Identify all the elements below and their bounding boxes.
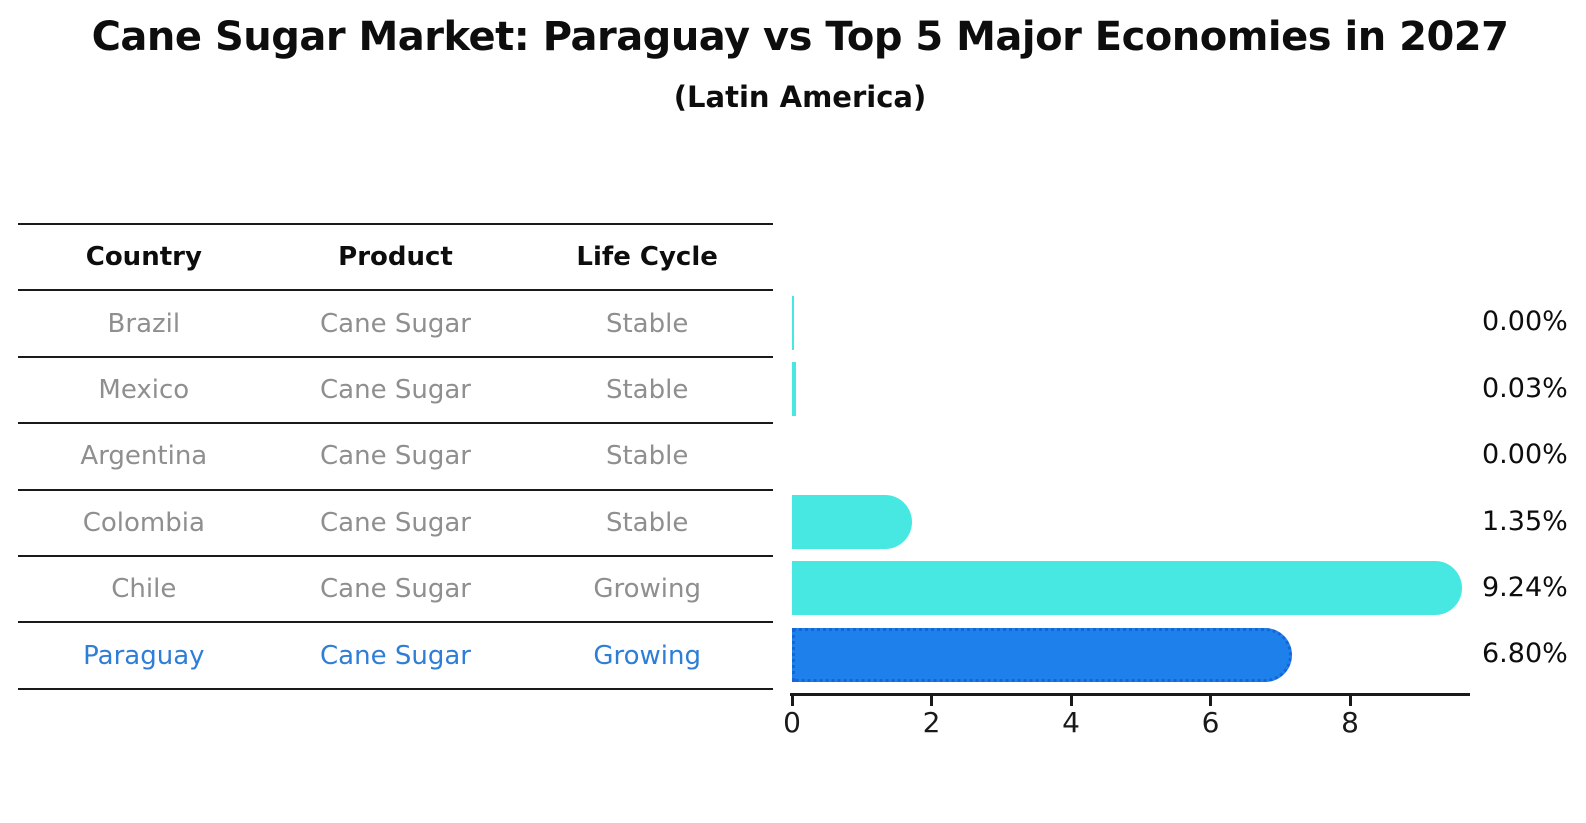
table-row-colombia: Colombia Cane Sugar Stable: [18, 491, 773, 557]
table-header-row: Country Product Life Cycle: [18, 225, 773, 292]
life-cycle-cell: Stable: [605, 308, 689, 339]
product-cell: Cane Sugar: [320, 507, 471, 538]
product-cell: Cane Sugar: [320, 574, 471, 605]
table-row-paraguay: Paraguay Cane Sugar Growing: [18, 623, 773, 690]
life-cycle-cell: Stable: [605, 507, 689, 538]
chart-title: Cane Sugar Market: Paraguay vs Top 5 Maj…: [91, 14, 1509, 60]
x-tick-label: 6: [1201, 706, 1220, 739]
table-row-argentina: Argentina Cane Sugar Stable: [18, 424, 773, 491]
bar-chile: [792, 561, 1463, 616]
value-label-brazil: 0.00%: [1482, 306, 1568, 338]
bar-brazil: [792, 295, 794, 350]
value-label-column: 0.00% 0.03% 0.00% 1.35% 9.24% 6.80%: [1482, 289, 1568, 687]
life-cycle-cell: Growing: [593, 640, 701, 671]
table-row-mexico: Mexico Cane Sugar Stable: [18, 358, 773, 425]
country-cell: Chile: [111, 574, 177, 605]
column-header-life-cycle: Life Cycle: [576, 242, 718, 273]
x-tick-mark: [1209, 696, 1212, 706]
table-row-brazil: Brazil Cane Sugar Stable: [18, 291, 773, 358]
product-cell: Cane Sugar: [320, 308, 471, 339]
product-cell: Cane Sugar: [320, 640, 471, 671]
x-tick-mark: [1069, 696, 1073, 706]
bar-paraguay: [792, 627, 1293, 682]
table-row-chile: Chile Cane Sugar Growing: [18, 557, 773, 624]
column-header-product: Product: [338, 242, 453, 273]
column-header-country: Country: [85, 242, 202, 273]
x-tick-mark: [930, 696, 933, 706]
product-cell: Cane Sugar: [320, 441, 471, 472]
life-cycle-cell: Stable: [605, 374, 689, 405]
country-cell: Mexico: [98, 374, 190, 405]
product-cell: Cane Sugar: [320, 374, 471, 405]
x-tick-label: 4: [1062, 706, 1080, 739]
life-cycle-cell: Growing: [593, 574, 701, 605]
bar-plot: [792, 289, 1492, 687]
country-table: Country Product Life Cycle Brazil Cane S…: [18, 223, 773, 690]
value-label-argentina: 0.00%: [1482, 439, 1568, 471]
x-tick-label: 2: [922, 706, 941, 739]
country-cell: Brazil: [107, 308, 181, 339]
x-tick-mark: [1348, 696, 1352, 706]
value-label-colombia: 1.35%: [1482, 505, 1568, 537]
x-tick-mark: [790, 696, 794, 706]
value-label-chile: 9.24%: [1482, 571, 1568, 603]
country-cell: Argentina: [80, 441, 208, 472]
life-cycle-cell: Stable: [605, 441, 689, 472]
value-label-mexico: 0.03%: [1482, 372, 1568, 404]
bar-mexico: [792, 361, 796, 416]
country-cell: Colombia: [82, 507, 205, 538]
country-cell: Paraguay: [83, 640, 205, 671]
value-label-paraguay: 6.80%: [1482, 638, 1568, 670]
x-tick-label: 0: [783, 706, 801, 739]
x-tick-label: 8: [1341, 706, 1359, 739]
bar-colombia: [792, 494, 913, 549]
chart-subtitle: (Latin America): [673, 80, 927, 114]
x-axis-line: [790, 693, 1470, 696]
